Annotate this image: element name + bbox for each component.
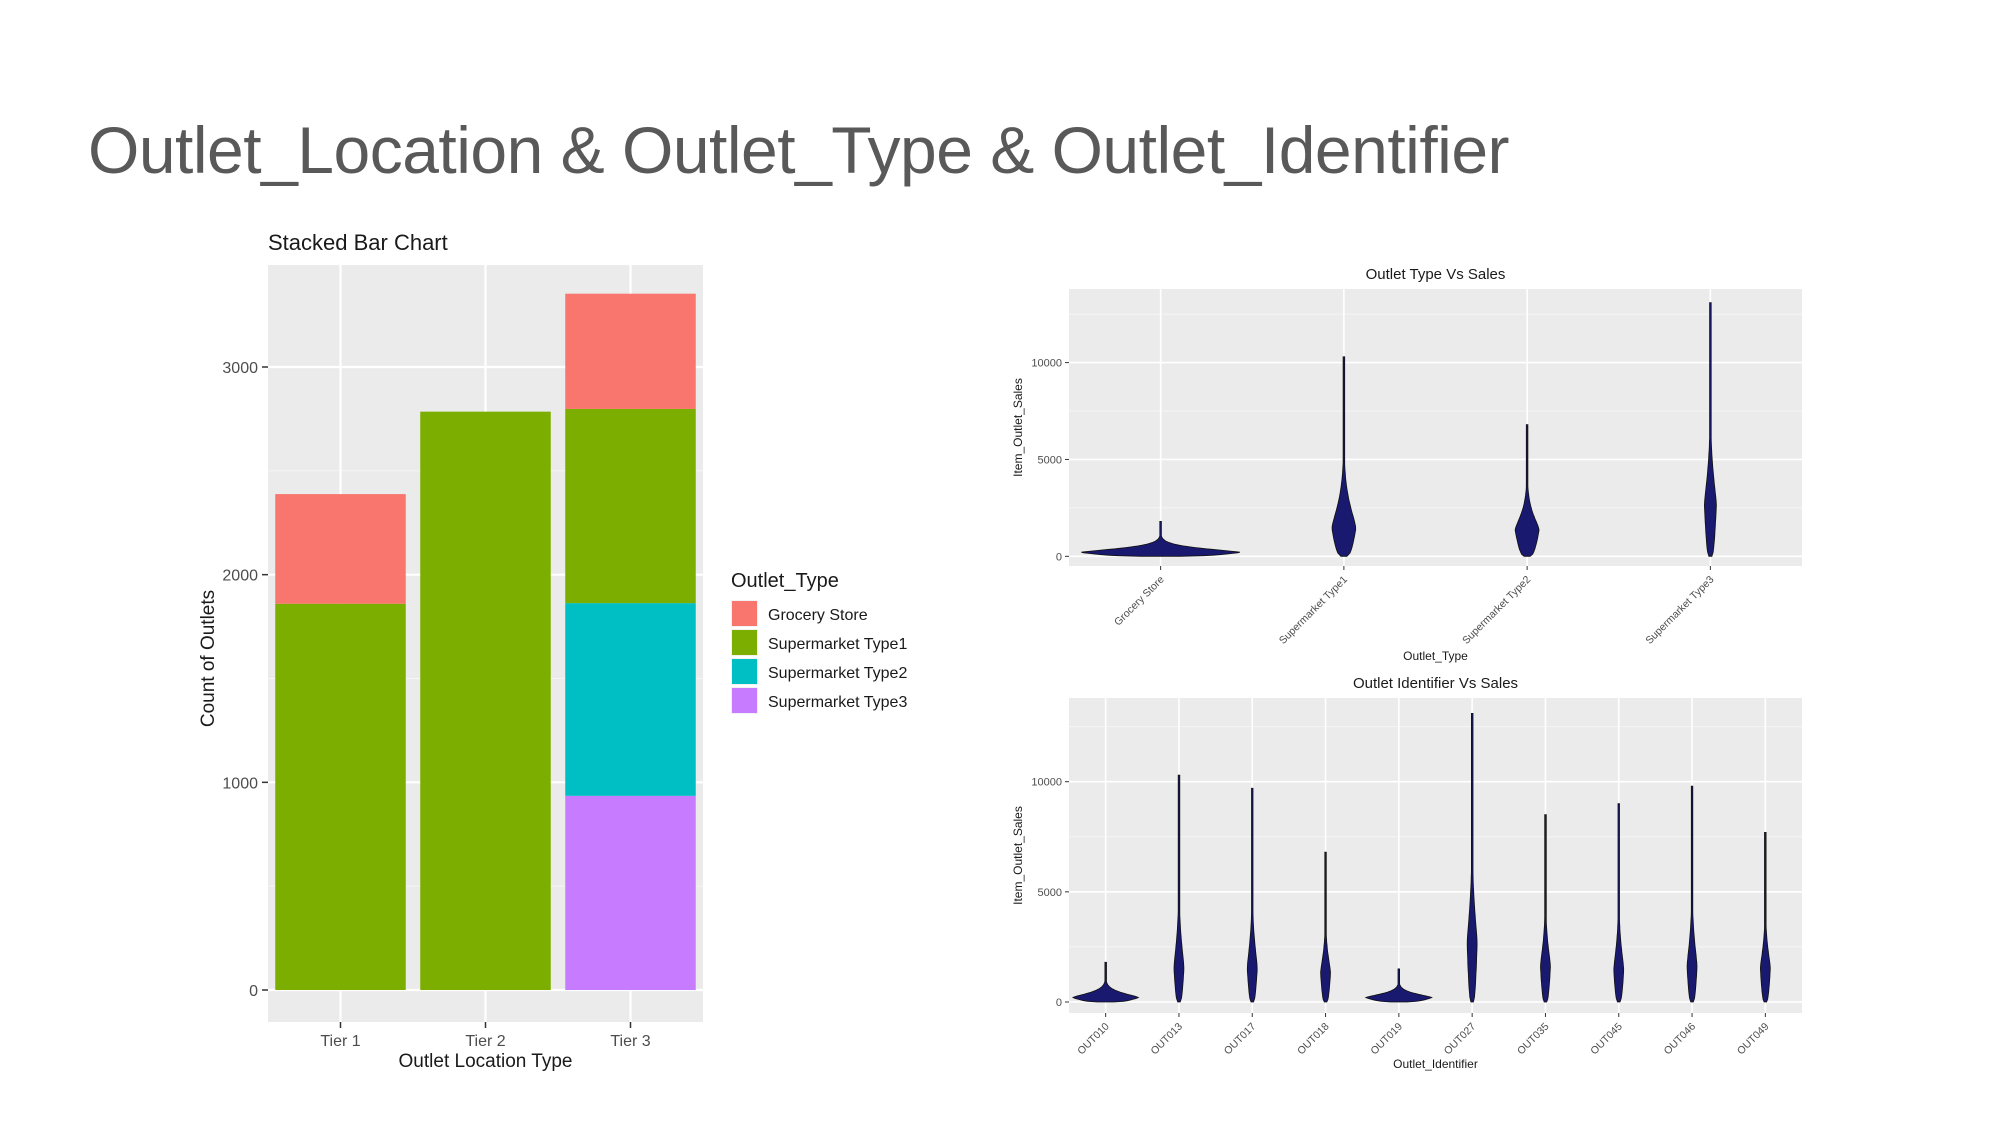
x-tick-label: OUT013 (1149, 1021, 1186, 1058)
x-tick-label: Supermarket Type2 (1460, 574, 1533, 647)
x-tick-label: Tier 3 (610, 1033, 650, 1050)
violin-type-title: Outlet Type Vs Sales (1366, 266, 1506, 283)
legend-swatch (732, 630, 757, 655)
x-tick-label: OUT018 (1295, 1021, 1332, 1058)
bar-segment (565, 408, 696, 604)
violin-identifier-panel (1069, 698, 1802, 1013)
y-axis-title: Item_Outlet_Sales (1011, 378, 1025, 477)
bar-segment (565, 795, 696, 990)
bar-chart-title: Stacked Bar Chart (268, 230, 448, 255)
violin-shape (1071, 961, 1140, 1003)
x-tick-label: OUT010 (1075, 1021, 1112, 1058)
violin-shape (1686, 785, 1698, 1003)
y-axis-title: Item_Outlet_Sales (1011, 806, 1025, 905)
x-tick-label: OUT049 (1735, 1021, 1772, 1058)
violin-type-panel (1069, 289, 1802, 566)
x-tick-label: Tier 1 (320, 1033, 360, 1050)
violin-shape (1364, 968, 1433, 1003)
bar-segment (565, 293, 696, 409)
y-tick-label: 0 (249, 983, 258, 1000)
x-axis-title: Outlet Location Type (399, 1051, 573, 1072)
y-tick-label: 0 (1056, 997, 1062, 1009)
y-tick-label: 10000 (1031, 358, 1062, 370)
violin-shape (1613, 803, 1625, 1003)
x-tick-label: Supermarket Type3 (1643, 574, 1716, 647)
legend-swatch (732, 601, 757, 626)
bar-segment (275, 494, 406, 604)
violin-shape (1514, 424, 1540, 557)
x-tick-label: OUT027 (1442, 1021, 1479, 1058)
x-axis-title: Outlet_Type (1403, 649, 1468, 663)
violin-shape (1540, 814, 1551, 1003)
slide-title: Outlet_Location & Outlet_Type & Outlet_I… (88, 113, 1510, 187)
x-axis-title: Outlet_Identifier (1393, 1057, 1478, 1071)
bar-segment (565, 603, 696, 796)
legend-label: Supermarket Type1 (768, 636, 907, 653)
y-tick-label: 5000 (1038, 887, 1062, 899)
x-tick-label: OUT017 (1222, 1021, 1259, 1058)
legend-swatch (732, 688, 757, 713)
x-tick-label: Supermarket Type1 (1277, 574, 1350, 647)
violin-identifier-title: Outlet Identifier Vs Sales (1353, 675, 1518, 692)
violin-shape (1081, 521, 1240, 557)
y-tick-label: 1000 (222, 775, 258, 792)
bar-segment (420, 411, 551, 991)
x-tick-label: Grocery Store (1112, 574, 1167, 629)
x-tick-label: OUT045 (1588, 1021, 1625, 1058)
y-tick-label: 0 (1056, 551, 1062, 563)
x-tick-label: OUT019 (1368, 1021, 1405, 1058)
y-tick-label: 10000 (1031, 777, 1062, 789)
violin-shape (1759, 832, 1771, 1003)
x-tick-label: OUT046 (1662, 1021, 1699, 1058)
y-tick-label: 3000 (222, 360, 258, 377)
y-tick-label: 2000 (222, 568, 258, 585)
violin-shape (1320, 851, 1331, 1003)
x-tick-label: Tier 2 (465, 1033, 505, 1050)
violin-shape (1331, 356, 1357, 557)
bar-segment (275, 603, 406, 990)
violin-shape (1173, 774, 1185, 1003)
x-tick-label: OUT035 (1515, 1021, 1552, 1058)
legend-swatch (732, 659, 757, 684)
legend-label: Supermarket Type2 (768, 665, 907, 682)
legend-title: Outlet_Type (731, 570, 839, 592)
violin-shape (1466, 713, 1478, 1003)
y-axis-title: Count of Outlets (198, 590, 219, 727)
violin-shape (1703, 302, 1717, 557)
violin-shape (1246, 787, 1258, 1003)
legend-label: Grocery Store (768, 607, 868, 624)
y-tick-label: 5000 (1038, 454, 1062, 466)
legend-label: Supermarket Type3 (768, 694, 907, 711)
